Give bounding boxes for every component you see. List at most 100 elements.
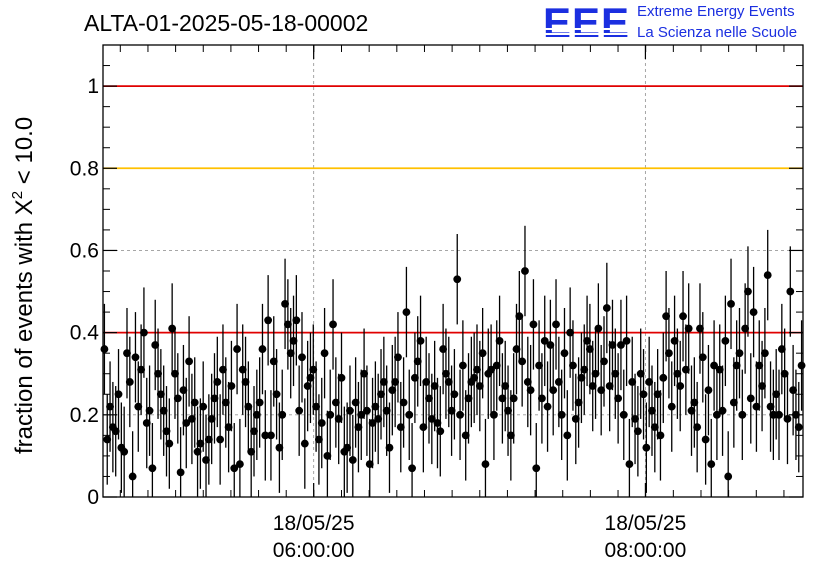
data-point xyxy=(213,378,222,386)
data-point xyxy=(766,402,775,411)
data-point xyxy=(351,398,360,407)
data-point xyxy=(233,345,241,353)
y-tick-label: 0.4 xyxy=(70,322,100,345)
eee-logo-mark: EEE xyxy=(543,0,631,46)
data-point xyxy=(523,378,532,386)
data-point xyxy=(710,361,718,370)
data-point xyxy=(676,382,685,390)
data-point xyxy=(453,275,462,284)
data-point xyxy=(656,431,665,440)
data-point xyxy=(648,406,656,415)
data-point xyxy=(763,271,772,280)
data-point xyxy=(425,394,433,403)
x-tick-labels: 18/05/25 06:00:00 18/05/25 08:00:00 xyxy=(273,512,687,562)
data-point xyxy=(433,419,442,427)
data-point xyxy=(385,443,394,452)
data-point xyxy=(786,287,795,296)
data-point xyxy=(560,349,569,358)
data-point xyxy=(408,464,416,473)
data-point xyxy=(487,365,496,374)
data-point xyxy=(430,382,439,390)
y-axis-label-exponent: 2 xyxy=(9,191,26,199)
data-point xyxy=(193,447,202,456)
data-point xyxy=(286,349,295,358)
data-point xyxy=(241,378,250,386)
data-point xyxy=(707,460,716,469)
data-point xyxy=(724,472,733,481)
data-point xyxy=(326,410,335,419)
data-point xyxy=(580,365,589,374)
data-point xyxy=(210,394,219,403)
data-point xyxy=(693,423,702,432)
data-point xyxy=(481,460,490,469)
data-point xyxy=(295,406,304,415)
data-point xyxy=(532,464,541,473)
data-point xyxy=(125,378,134,386)
logo-text-line1: Extreme Energy Events xyxy=(637,3,795,20)
data-point xyxy=(142,419,151,427)
data-point xyxy=(622,336,631,345)
data-point xyxy=(106,402,114,411)
data-point xyxy=(729,398,738,407)
data-point xyxy=(156,390,165,399)
data-point xyxy=(789,386,798,395)
data-point xyxy=(633,427,642,436)
data-point xyxy=(413,357,422,366)
data-point xyxy=(300,439,309,448)
data-point xyxy=(391,378,400,386)
data-point xyxy=(566,328,575,337)
data-point xyxy=(374,415,383,423)
data-point xyxy=(309,365,318,374)
data-point xyxy=(368,419,377,427)
data-point xyxy=(151,341,160,349)
data-point xyxy=(554,378,563,386)
data-point xyxy=(684,324,693,333)
y-tick-label: 1 xyxy=(87,75,99,98)
data-point xyxy=(382,406,391,415)
data-point xyxy=(696,324,704,333)
data-point xyxy=(422,378,431,386)
data-point xyxy=(207,415,216,423)
data-point xyxy=(278,410,287,419)
data-point xyxy=(738,410,747,419)
data-point xyxy=(608,341,617,349)
y-tick-labels: 0 0.2 0.4 0.6 0.8 1 xyxy=(70,75,100,509)
data-point xyxy=(329,320,337,329)
data-point xyxy=(526,386,535,395)
data-point xyxy=(772,390,781,399)
data-point xyxy=(269,357,278,366)
data-point xyxy=(396,423,405,432)
x-tick-date-label: 18/05/25 xyxy=(605,512,687,535)
data-point xyxy=(571,415,580,423)
data-point xyxy=(732,361,741,370)
data-point xyxy=(602,304,611,312)
data-point xyxy=(320,349,329,358)
data-point xyxy=(377,390,385,399)
data-point xyxy=(247,447,256,456)
data-point xyxy=(148,464,157,473)
y-axis-label-symbol: X xyxy=(11,199,38,215)
data-point xyxy=(715,365,724,374)
y-tick-label: 0.2 xyxy=(70,404,99,427)
data-point xyxy=(721,336,730,345)
data-point xyxy=(159,406,168,415)
data-point xyxy=(379,378,388,386)
data-point xyxy=(416,336,425,345)
data-point xyxy=(224,423,233,432)
data-point xyxy=(549,386,558,395)
data-point xyxy=(679,312,687,321)
data-point xyxy=(543,402,552,411)
data-point xyxy=(196,439,205,448)
data-point xyxy=(645,378,654,386)
logo-text-line2: La Scienza nelle Scuole xyxy=(637,24,798,41)
data-point xyxy=(402,308,411,316)
data-point xyxy=(120,447,129,456)
data-point xyxy=(749,308,758,316)
data-point xyxy=(470,373,479,382)
data-point xyxy=(176,468,185,477)
data-point xyxy=(272,390,281,399)
data-point xyxy=(261,431,270,440)
data-point xyxy=(760,349,769,358)
threshold-lines xyxy=(103,85,803,334)
data-point xyxy=(365,460,374,469)
